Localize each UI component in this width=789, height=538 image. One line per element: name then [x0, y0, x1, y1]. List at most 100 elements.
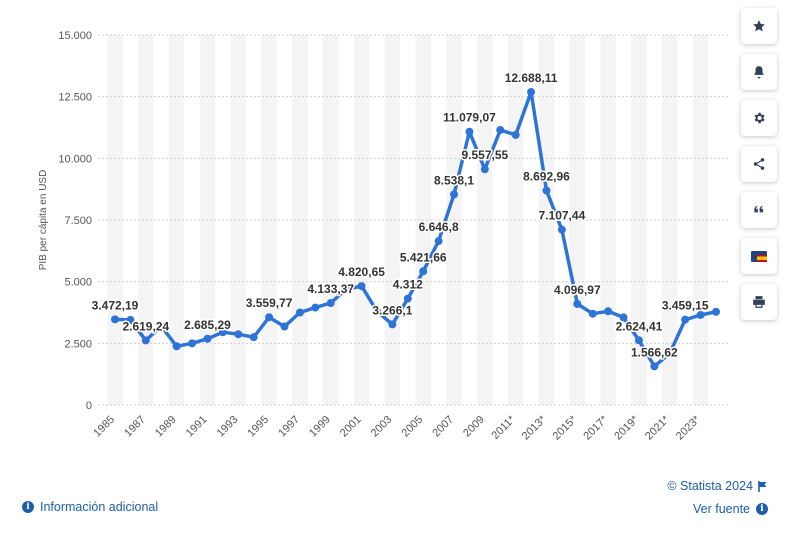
data-label: 1.566,62: [631, 345, 678, 359]
y-tick-label: 15.000: [58, 30, 92, 42]
x-tick-label: 2013*: [520, 413, 549, 442]
data-point[interactable]: [141, 336, 150, 345]
share-button[interactable]: [741, 146, 777, 182]
y-tick-label: 0: [86, 400, 92, 412]
bell-icon: [754, 66, 764, 79]
data-label: 8.538,1: [434, 173, 474, 187]
data-point[interactable]: [619, 313, 628, 322]
y-tick-label: 10.000: [58, 153, 92, 165]
flag-icon: [751, 250, 767, 262]
data-point[interactable]: [326, 299, 335, 308]
gear-icon: [754, 112, 765, 124]
data-point[interactable]: [465, 127, 474, 136]
data-label: 2.619,24: [122, 319, 169, 333]
year-band: [353, 35, 370, 405]
year-band: [384, 35, 401, 405]
data-point[interactable]: [188, 339, 197, 348]
credit-text: © Statista 2024: [667, 479, 753, 493]
data-point[interactable]: [419, 267, 428, 276]
data-point[interactable]: [126, 315, 135, 324]
data-point[interactable]: [542, 186, 551, 195]
data-label: 7.107,44: [539, 209, 586, 223]
x-tick-label: 1993: [215, 414, 241, 440]
data-point[interactable]: [203, 334, 212, 343]
data-point[interactable]: [111, 315, 119, 324]
gridlines: [98, 34, 728, 406]
data-point[interactable]: [388, 320, 397, 329]
data-point[interactable]: [434, 237, 443, 246]
data-point[interactable]: [573, 299, 582, 308]
data-point[interactable]: [634, 336, 643, 345]
data-point[interactable]: [681, 315, 690, 324]
data-point[interactable]: [372, 307, 381, 316]
data-label: 3.459,15: [662, 299, 709, 313]
info-icon: i: [756, 503, 768, 515]
data-point[interactable]: [665, 349, 674, 358]
data-point[interactable]: [295, 308, 304, 317]
data-point[interactable]: [557, 225, 566, 234]
additional-info-label: Información adicional: [40, 500, 159, 514]
x-tick-label: 2015*: [551, 413, 580, 442]
source-link[interactable]: Ver fuente i: [693, 502, 768, 516]
x-tick-label: 2003: [369, 414, 395, 440]
data-label: 2.685,29: [184, 318, 231, 332]
data-point[interactable]: [588, 309, 597, 318]
data-label: 12.688,11: [505, 71, 558, 85]
language-button[interactable]: [741, 238, 777, 274]
data-label: 3.266,1: [372, 303, 412, 317]
cite-button[interactable]: [741, 192, 777, 228]
print-icon: [753, 296, 765, 308]
share-icon: [753, 158, 765, 170]
data-point[interactable]: [234, 330, 243, 339]
x-tick-label: 2001: [338, 414, 364, 440]
data-point[interactable]: [357, 282, 366, 291]
data-point[interactable]: [480, 165, 489, 174]
print-button[interactable]: [741, 284, 777, 320]
data-point[interactable]: [604, 307, 613, 316]
year-band: [138, 35, 154, 405]
data-label: 9.557,55: [461, 148, 508, 162]
data-label: 4.312: [393, 278, 423, 292]
data-label: 4.820,65: [338, 265, 385, 279]
settings-button[interactable]: [741, 100, 777, 136]
y-axis-label: PIB per cápita en USD: [38, 170, 49, 271]
data-point[interactable]: [450, 190, 459, 199]
data-label: 11.079,07: [443, 111, 496, 125]
data-labels: 3.472,19 2.619,24 2.685,29 3.559,77 4.133,37…: [90, 70, 710, 361]
flag-report-icon: [758, 480, 767, 492]
year-band: [569, 35, 586, 405]
data-point[interactable]: [311, 303, 320, 312]
y-tick-label: 5.000: [64, 277, 92, 289]
x-tick-label: 2011*: [490, 413, 519, 442]
data-point[interactable]: [172, 342, 181, 351]
notification-button[interactable]: [741, 54, 777, 90]
x-tick-label: 2021*: [643, 413, 672, 442]
data-point[interactable]: [650, 362, 659, 371]
data-point[interactable]: [696, 310, 705, 319]
data-label: 8.692,96: [523, 170, 570, 184]
info-icon: i: [22, 501, 34, 513]
data-point[interactable]: [342, 285, 351, 294]
x-tick-label: 2017*: [581, 413, 610, 442]
data-point[interactable]: [496, 125, 505, 134]
data-point[interactable]: [712, 307, 720, 316]
data-point[interactable]: [403, 294, 412, 303]
x-tick-label: 2009: [461, 414, 487, 440]
data-point[interactable]: [218, 328, 227, 337]
data-point[interactable]: [265, 313, 274, 322]
data-point[interactable]: [527, 88, 536, 97]
y-tick-label: 2.500: [64, 338, 92, 350]
y-tick-label: 7.500: [64, 215, 92, 227]
star-icon: [753, 20, 765, 32]
star-button[interactable]: [741, 8, 777, 44]
x-tick-label: 1987: [122, 414, 148, 440]
x-tick-label: 2023*: [674, 413, 703, 442]
data-label: 2.624,41: [616, 319, 663, 333]
data-point[interactable]: [280, 322, 289, 331]
data-point[interactable]: [157, 322, 166, 331]
data-point[interactable]: [249, 333, 258, 342]
data-point[interactable]: [511, 130, 520, 139]
year-band: [168, 35, 185, 405]
data-points: [111, 88, 720, 371]
additional-info-link[interactable]: i Información adicional: [22, 500, 158, 514]
